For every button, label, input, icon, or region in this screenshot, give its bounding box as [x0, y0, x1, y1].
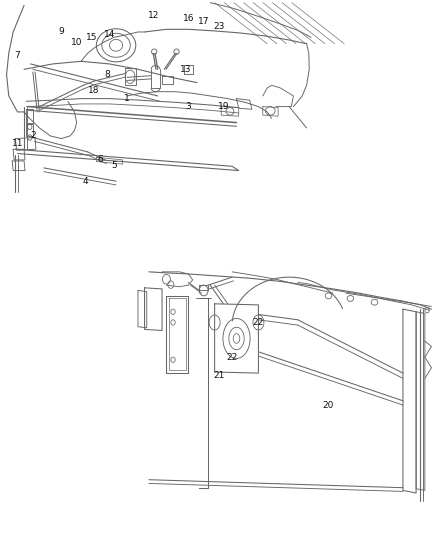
Text: 6: 6 — [98, 156, 104, 164]
Text: 11: 11 — [12, 140, 23, 148]
Text: 9: 9 — [58, 28, 64, 36]
Text: 17: 17 — [198, 17, 209, 26]
Text: 16: 16 — [183, 14, 194, 23]
Text: 14: 14 — [104, 30, 115, 39]
Text: 5: 5 — [111, 161, 117, 169]
Text: 7: 7 — [14, 52, 21, 60]
Text: 12: 12 — [148, 12, 159, 20]
Text: 13: 13 — [180, 65, 192, 74]
Text: 1: 1 — [124, 94, 130, 103]
Text: 21: 21 — [213, 372, 225, 380]
Text: 3: 3 — [185, 102, 191, 111]
Text: 4: 4 — [83, 177, 88, 185]
Text: 10: 10 — [71, 38, 82, 47]
Text: 20: 20 — [323, 401, 334, 409]
Text: 18: 18 — [88, 86, 100, 95]
Text: 22: 22 — [253, 318, 264, 327]
Text: 2: 2 — [30, 132, 35, 140]
Text: 8: 8 — [104, 70, 110, 79]
Text: 22: 22 — [226, 353, 238, 361]
Text: 23: 23 — [213, 22, 225, 31]
Text: 19: 19 — [218, 102, 229, 111]
Text: 15: 15 — [86, 33, 98, 42]
